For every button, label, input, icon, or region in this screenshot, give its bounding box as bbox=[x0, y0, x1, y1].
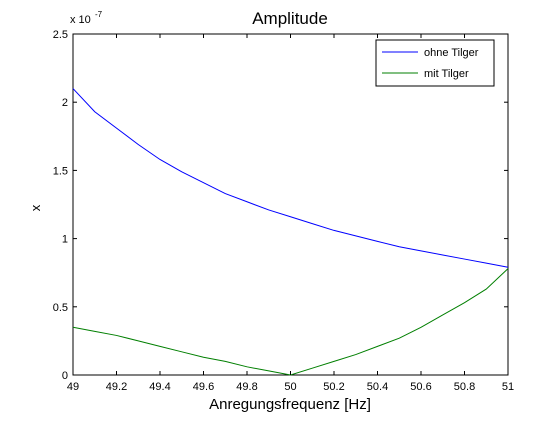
y-exponent-label: x 10 bbox=[70, 14, 91, 26]
y-tick-label: 1 bbox=[62, 234, 68, 246]
legend-box bbox=[375, 39, 495, 87]
x-tick-label: 49.8 bbox=[236, 381, 257, 393]
y-exponent-power: -7 bbox=[95, 10, 103, 19]
x-tick-label: 50.6 bbox=[410, 381, 431, 393]
x-tick-label: 50.8 bbox=[454, 381, 475, 393]
y-tick-label: 2.5 bbox=[53, 29, 68, 41]
chart-title: Amplitude bbox=[252, 9, 328, 28]
x-tick-label: 51 bbox=[502, 381, 514, 393]
plot-area bbox=[72, 33, 509, 376]
legend-label-mit-tilger: mit Tilger bbox=[424, 68, 469, 80]
y-tick-label: 2 bbox=[62, 97, 68, 109]
series-line-ohne-tilger bbox=[72, 88, 509, 268]
x-tick-label: 49.6 bbox=[193, 381, 214, 393]
x-tick-label: 49.4 bbox=[149, 381, 170, 393]
x-tick-label: 49.2 bbox=[106, 381, 127, 393]
y-tick-label: 1.5 bbox=[53, 165, 68, 177]
x-tick-label: 50 bbox=[284, 381, 296, 393]
y-axis-label: x bbox=[28, 204, 43, 211]
x-tick-label: 50.4 bbox=[367, 381, 388, 393]
x-tick-label: 49 bbox=[67, 381, 79, 393]
x-tick-label: 50.2 bbox=[323, 381, 344, 393]
legend: ohne Tilger mit Tilger bbox=[375, 39, 495, 87]
ticks-layer: 49 49.2 49.4 49.6 49.8 50 50.2 50.4 50.6 50.8 51 0 0… bbox=[53, 29, 514, 393]
x-axis-label: Anregungsfrequenz [Hz] bbox=[209, 396, 371, 413]
legend-label-ohne-tilger: ohne Tilger bbox=[424, 47, 479, 59]
y-tick-label: 0 bbox=[62, 370, 68, 382]
y-tick-label: 0.5 bbox=[53, 302, 68, 314]
